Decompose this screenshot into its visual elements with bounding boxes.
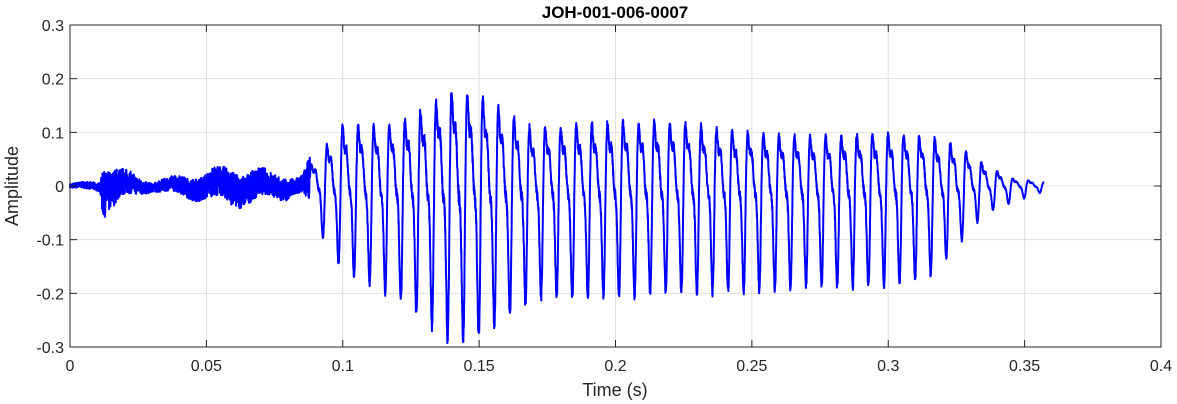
x-tick-label: 0.35 xyxy=(1009,358,1040,375)
y-tick-label: 0.3 xyxy=(42,18,64,35)
x-tick-label: 0 xyxy=(66,358,75,375)
x-tick-label: 0.05 xyxy=(191,358,222,375)
y-tick-label: 0.2 xyxy=(42,72,64,89)
x-tick-label: 0.1 xyxy=(332,358,354,375)
chart-title: JOH-001-006-0007 xyxy=(542,3,688,22)
y-tick-label: 0.1 xyxy=(42,125,64,142)
y-tick-label: -0.2 xyxy=(36,286,64,303)
x-tick-label: 0.3 xyxy=(877,358,899,375)
x-tick-label: 0.4 xyxy=(1150,358,1172,375)
y-axis-label: Amplitude xyxy=(2,146,22,226)
y-tick-label: -0.3 xyxy=(36,340,64,357)
x-axis-label: Time (s) xyxy=(582,380,647,400)
waveform-series xyxy=(69,92,1045,345)
x-tick-label: 0.15 xyxy=(464,358,495,375)
waveform-line xyxy=(69,92,1045,345)
y-tick-label: 0 xyxy=(55,179,64,196)
y-tick-label: -0.1 xyxy=(36,233,64,250)
axis-ticks: 0 0.05 0.1 0.15 0.2 0.25 0.3 0.35 0.4 -0.3 -0.2 -0.… xyxy=(36,18,1172,375)
x-tick-label: 0.25 xyxy=(736,358,767,375)
x-tick-label: 0.2 xyxy=(604,358,626,375)
